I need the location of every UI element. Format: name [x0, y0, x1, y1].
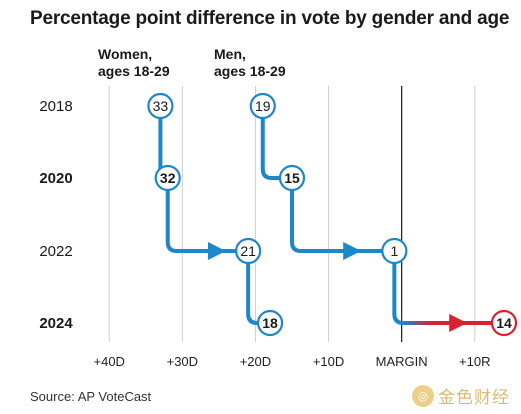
series-name-label: Men, ages 18-29 [214, 46, 286, 79]
data-point-label: 15 [284, 170, 300, 186]
y-tick-label: 2018 [39, 98, 72, 115]
source-note: Source: AP VoteCast [30, 389, 152, 404]
series-segment [290, 187, 386, 253]
data-point-label: 33 [153, 98, 169, 114]
arrowhead [343, 242, 362, 260]
y-tick-label: 2024 [39, 315, 73, 332]
data-point-label: 32 [160, 170, 176, 186]
data-point-marker [147, 92, 174, 120]
y-axis-labels: 2018 2020 2022 2024 [39, 98, 73, 332]
data-point: 1 [381, 237, 408, 265]
data-point-label: 21 [240, 243, 256, 259]
series-name-label: Women, ages 18-29 [98, 46, 170, 79]
x-axis-labels: +40D +30D +20D +10D MARGIN +10R [94, 354, 491, 369]
x-tick-label: +10D [313, 354, 344, 369]
series-segment [392, 260, 406, 325]
watermark: ◎ 金色财经 [412, 383, 510, 408]
series-segment [165, 187, 240, 253]
data-point-marker [154, 164, 181, 192]
data-point-label: 1 [390, 243, 398, 259]
data-point-label: 19 [255, 98, 271, 114]
chart-title: Percentage point difference in vote by g… [30, 8, 510, 29]
coin-logo-icon: ◎ [412, 384, 434, 407]
x-tick-label: +20D [240, 354, 271, 369]
y-tick-label: 2020 [39, 170, 72, 187]
arrowhead [207, 242, 226, 260]
series-labels: Women, ages 18-29 Men, ages 18-29 [98, 46, 286, 79]
data-point: 14 [490, 309, 518, 337]
data-point: 19 [249, 92, 276, 120]
data-point-marker [235, 237, 262, 265]
series-segment [246, 260, 262, 325]
series-paths [154, 115, 493, 332]
data-point: 33 [147, 92, 174, 120]
x-tick-label: +30D [167, 354, 198, 369]
data-point-label: 14 [496, 315, 512, 331]
series-segment [260, 115, 283, 180]
x-tick-label: +40D [94, 354, 125, 369]
series-markers: 33 32 21 18 19 15 1 14 [147, 92, 518, 337]
data-point-label: 18 [262, 315, 278, 331]
data-point: 15 [278, 164, 306, 192]
arrowhead [449, 314, 468, 332]
gridlines [108, 86, 476, 342]
data-point: 21 [235, 237, 262, 265]
data-point: 18 [256, 309, 284, 337]
y-tick-label: 2022 [39, 243, 72, 260]
data-point-marker [381, 237, 408, 265]
data-point-marker [278, 164, 306, 192]
data-point-marker [256, 309, 284, 337]
data-point-marker [490, 309, 518, 337]
data-point-marker [249, 92, 276, 120]
x-tick-label: +10R [459, 354, 490, 369]
x-tick-label: MARGIN [376, 354, 428, 369]
watermark-text: 金色财经 [438, 388, 510, 407]
data-point: 32 [154, 164, 181, 192]
